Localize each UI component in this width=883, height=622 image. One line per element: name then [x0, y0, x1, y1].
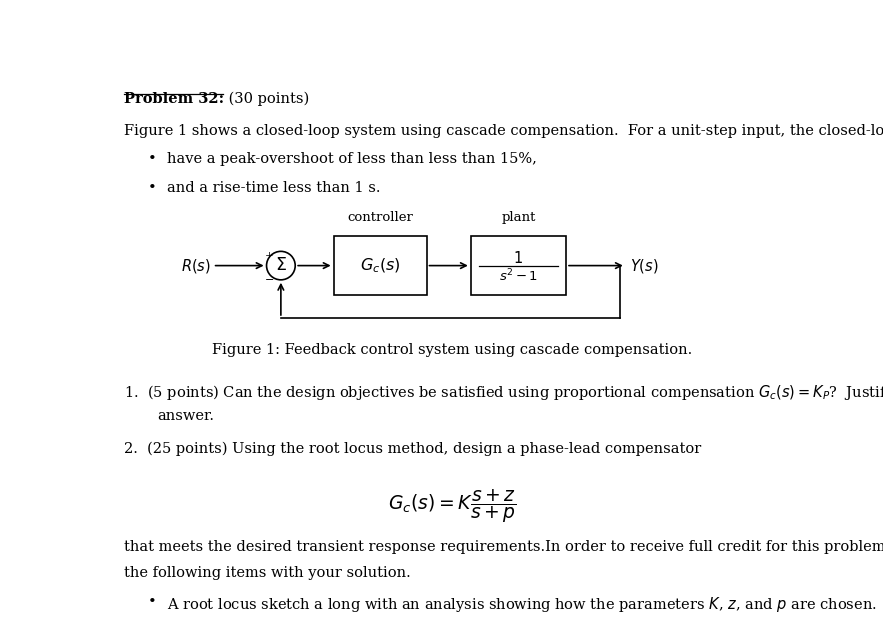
Text: Figure 1 shows a closed-loop system using cascade compensation.  For a unit-step: Figure 1 shows a closed-loop system usin…: [125, 124, 883, 138]
Text: $-$: $-$: [264, 272, 274, 282]
Text: •: •: [147, 181, 156, 195]
Text: 2.  (25 points) Using the root locus method, design a phase-lead compensator: 2. (25 points) Using the root locus meth…: [125, 441, 702, 455]
Text: Figure 1: Feedback control system using cascade compensation.: Figure 1: Feedback control system using …: [212, 343, 692, 356]
Text: +: +: [265, 251, 273, 260]
Text: $G_c(s) = K\dfrac{s+z}{s+p}$: $G_c(s) = K\dfrac{s+z}{s+p}$: [388, 488, 517, 525]
Text: answer.: answer.: [157, 409, 214, 423]
Text: •: •: [147, 595, 156, 609]
Text: controller: controller: [347, 211, 413, 224]
Bar: [334, 236, 426, 295]
Text: Problem 32:: Problem 32:: [125, 91, 224, 106]
Text: the following items with your solution.: the following items with your solution.: [125, 566, 411, 580]
Text: A root locus sketch a long with an analysis showing how the parameters $K$, $z$,: A root locus sketch a long with an analy…: [167, 595, 877, 614]
Text: and a rise-time less than 1 s.: and a rise-time less than 1 s.: [167, 181, 381, 195]
Text: •: •: [147, 152, 156, 167]
Text: $\Sigma$: $\Sigma$: [275, 257, 287, 274]
Text: $s^2-1$: $s^2-1$: [499, 268, 538, 285]
Text: have a peak-overshoot of less than less than 15%,: have a peak-overshoot of less than less …: [167, 152, 537, 167]
Bar: [471, 236, 566, 295]
Text: that meets the desired transient response requirements.In order to receive full : that meets the desired transient respons…: [125, 540, 883, 554]
Text: $Y(s)$: $Y(s)$: [630, 257, 658, 274]
Text: $G_c(s)$: $G_c(s)$: [360, 256, 400, 275]
Text: 1.  (5 points) Can the design objectives be satisfied using proportional compens: 1. (5 points) Can the design objectives …: [125, 383, 883, 402]
Text: $R(s)$: $R(s)$: [181, 257, 211, 274]
Text: (30 points): (30 points): [223, 91, 309, 106]
Text: plant: plant: [502, 211, 536, 224]
Text: $1$: $1$: [514, 250, 524, 266]
